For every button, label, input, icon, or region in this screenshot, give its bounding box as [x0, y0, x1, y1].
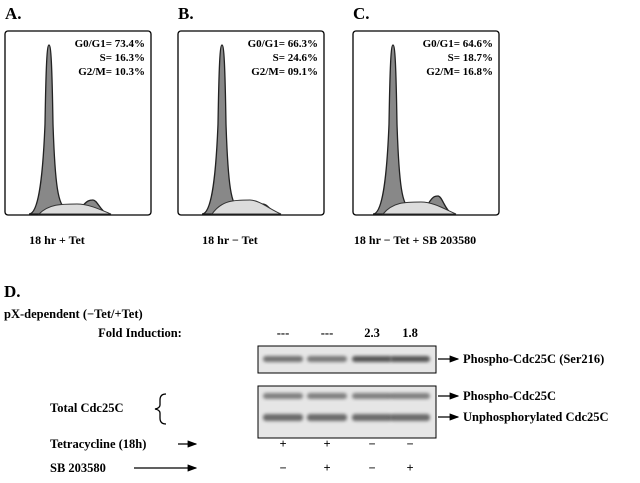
band: [307, 393, 347, 399]
band: [390, 414, 430, 421]
panel-caption: 18 hr + Tet: [29, 233, 85, 247]
treatment-sign: −: [368, 437, 375, 451]
fold-value: 2.3: [364, 326, 380, 340]
treatment-sign: −: [368, 461, 375, 475]
g1-peak: [28, 44, 110, 215]
s-phase: [37, 203, 112, 215]
band: [263, 393, 303, 399]
panel-label: B.: [178, 4, 194, 23]
row-name: SB 203580: [50, 461, 106, 475]
panel-caption: 18 hr − Tet + SB 203580: [354, 233, 476, 247]
fold-value: ---: [277, 326, 290, 340]
band: [390, 393, 430, 399]
panel-label: C.: [353, 4, 370, 23]
phase-stat: S= 16.3%: [100, 52, 145, 64]
fold-value: 1.8: [402, 326, 418, 340]
western-blot: D. pX-dependent (−Tet/+Tet) Fold Inducti…: [4, 282, 609, 475]
blot-title: pX-dependent (−Tet/+Tet): [4, 307, 143, 321]
phase-stat: G0/G1= 66.3%: [248, 38, 318, 50]
band: [390, 356, 430, 362]
band: [263, 356, 303, 362]
s-phase: [211, 199, 282, 215]
panel-caption: 18 hr − Tet: [202, 233, 258, 247]
band: [307, 414, 347, 421]
phase-stat: G2/M= 09.1%: [251, 66, 318, 78]
band: [352, 393, 392, 399]
phase-stat: G2/M= 16.8%: [426, 66, 493, 78]
treatment-sign: +: [406, 461, 413, 475]
treatment-sign: +: [323, 437, 330, 451]
band-label: Phospho-Cdc25C (Ser216): [463, 352, 604, 366]
treatment-sign: +: [279, 437, 286, 451]
histogram: G0/G1= 73.4% S= 16.3% G2/M= 10.3%: [4, 30, 152, 216]
phase-stat: G2/M= 10.3%: [78, 66, 145, 78]
band-label: Unphosphorylated Cdc25C: [463, 410, 609, 424]
panel-label: A.: [5, 4, 22, 23]
histogram: G0/G1= 64.6% S= 18.7% G2/M= 16.8%: [352, 30, 500, 216]
treatment-sign: +: [323, 461, 330, 475]
brace: [154, 393, 167, 425]
fold-label: Fold Induction:: [98, 326, 182, 340]
band: [307, 356, 347, 362]
panel-label: D.: [4, 282, 21, 301]
g1-peak: [372, 44, 455, 215]
histogram-frame: [4, 30, 152, 216]
histogram-frame: [177, 30, 325, 216]
treatment-sign: −: [279, 461, 286, 475]
treatment-sign: −: [406, 437, 413, 451]
phase-stat: G0/G1= 73.4%: [75, 38, 145, 50]
band: [263, 414, 303, 421]
phase-stat: S= 18.7%: [448, 52, 493, 64]
band-label: Phospho-Cdc25C: [463, 389, 556, 403]
s-phase: [381, 201, 457, 215]
band: [352, 356, 392, 362]
histogram-panels: A. G0/G1= 73.4% S= 16.3% G2/M= 10.3% 18 hr +…: [4, 4, 500, 247]
band: [352, 414, 392, 421]
row-name: Tetracycline (18h): [50, 437, 146, 451]
histogram: G0/G1= 66.3% S= 24.6% G2/M= 09.1%: [177, 30, 325, 216]
phase-stat: G0/G1= 64.6%: [423, 38, 493, 50]
total-label: Total Cdc25C: [50, 401, 124, 415]
fold-value: ---: [321, 326, 334, 340]
phase-stat: S= 24.6%: [273, 52, 318, 64]
